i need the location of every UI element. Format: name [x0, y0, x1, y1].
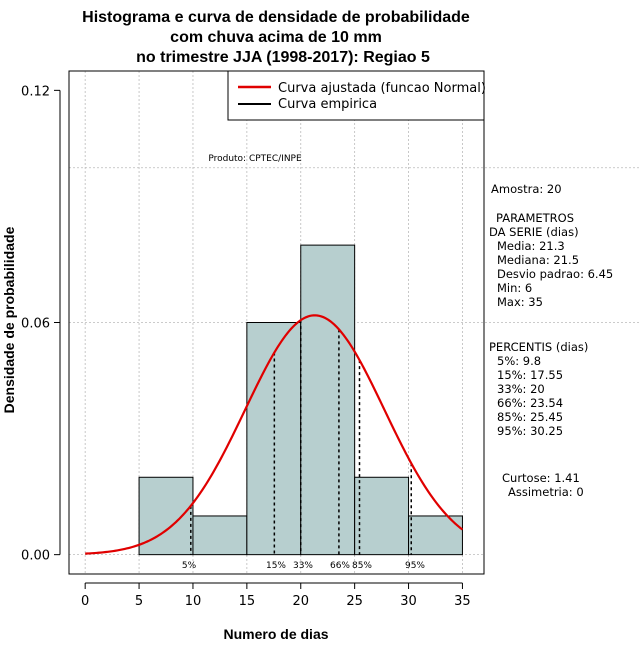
param-sd: Desvio padrao: 6.45	[497, 267, 613, 281]
histogram-bar	[354, 476, 410, 556]
y-tick-label: 0.06	[21, 317, 50, 332]
histogram-bar	[300, 244, 356, 556]
x-tick-label: 10	[185, 594, 202, 609]
percentil-95: 95%: 30.25	[497, 424, 563, 438]
x-tick-label: 35	[454, 594, 471, 609]
param-max: Max: 35	[497, 295, 543, 309]
chart-title-line-3: no trimestre JJA (1998-2017): Regiao 5	[136, 49, 430, 66]
y-tick-label: 0.00	[21, 549, 50, 564]
x-tick-label: 25	[346, 594, 363, 609]
params-header-1: PARAMETROS	[496, 211, 574, 225]
param-min: Min: 6	[497, 281, 532, 295]
percentile-label: 5%	[182, 561, 197, 571]
legend-label-empirical: Curva empirica	[278, 97, 377, 112]
percentile-label: 33%	[293, 561, 313, 571]
param-median: Mediana: 21.5	[497, 253, 579, 267]
percentil-66: 66%: 23.54	[497, 396, 563, 410]
legend-box	[227, 70, 485, 121]
percentile-label: 95%	[405, 561, 425, 571]
x-tick-label: 30	[400, 594, 417, 609]
params-header-2: DA SERIE (dias)	[489, 225, 579, 239]
percentile-label: 15%	[266, 561, 286, 571]
percentil-33: 33%: 20	[497, 382, 545, 396]
axes-layer: 0 5 10 15 20 25 30 35 0.00 0.06 0.12	[21, 84, 471, 609]
histogram-bar	[138, 476, 194, 556]
percentil-85: 85%: 25.45	[497, 410, 563, 424]
curve-layer	[85, 314, 464, 555]
histogram-bar	[192, 515, 248, 556]
param-mean: Media: 21.3	[497, 239, 565, 253]
y-tick-label: 0.12	[21, 84, 50, 99]
percentil-5: 5%: 9.8	[497, 354, 541, 368]
legend: Curva ajustada (funcao Normal) Curva emp…	[227, 70, 486, 121]
percentile-layer: 5% 15% 33% 66% 85% 95%	[182, 320, 425, 571]
legend-label-fit: Curva ajustada (funcao Normal)	[278, 81, 486, 96]
chart-title-line-1: Histograma e curva de densidade de proba…	[82, 9, 470, 26]
percentile-label: 66%	[330, 561, 350, 571]
percentil-15: 15%: 17.55	[497, 368, 563, 382]
x-tick-label: 20	[292, 594, 309, 609]
x-axis-label: Numero de dias	[223, 626, 328, 642]
statistics-panel: Amostra: 20 PARAMETROS DA SERIE (dias) M…	[489, 182, 613, 499]
percentile-label: 85%	[352, 561, 372, 571]
kurtosis: Curtose: 1.41	[502, 471, 580, 485]
percentis-header: PERCENTIS (dias)	[489, 340, 588, 354]
x-tick-label: 15	[239, 594, 256, 609]
x-tick-label: 0	[81, 594, 89, 609]
sample-size: Amostra: 20	[491, 182, 562, 196]
x-tick-label: 5	[135, 594, 143, 609]
skewness: Assimetria: 0	[508, 485, 584, 499]
y-axis-label: Densidade de probabilidade	[1, 226, 17, 413]
normal-fit-curve	[85, 314, 464, 555]
product-annotation: Produto: CPTEC/INPE	[208, 154, 302, 164]
chart-title-line-2: com chuva acima de 10 mm	[170, 29, 382, 46]
